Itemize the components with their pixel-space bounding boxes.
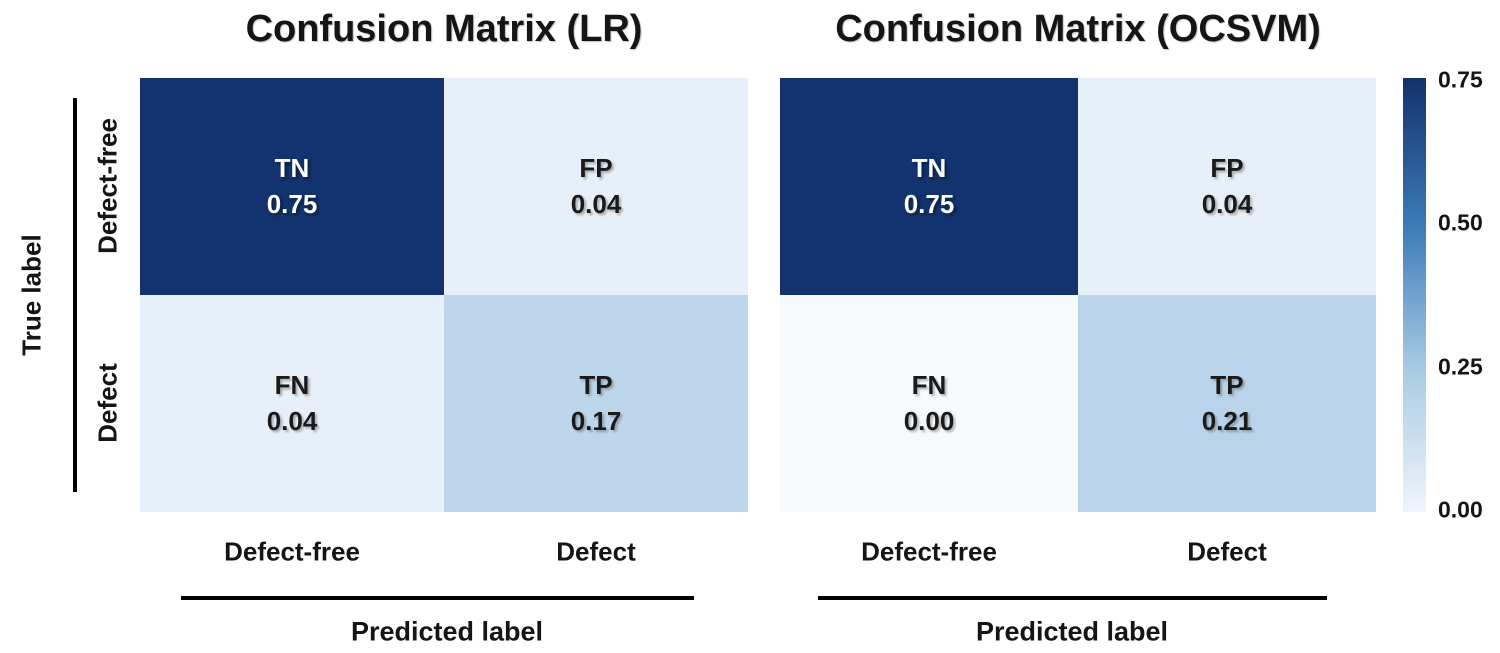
lr-cell-tn-label: TN [274,152,310,183]
ocsvm-cell-fp-value: 0.04 [1201,188,1253,219]
ocsvm-cell-fn: FN 0.00 [780,295,1078,512]
lr-col-label-defect: Defect [556,536,636,567]
lr-cell-tp-label: TP [579,369,613,400]
ocsvm-cell-fp: FP 0.04 [1078,78,1376,295]
ocsvm-cell-tn-value: 0.75 [903,188,955,219]
lr-chart-title: Confusion Matrix (LR) [245,8,643,50]
lr-cell-tp-value: 0.17 [570,405,622,436]
lr-cell-fp: FP 0.04 [444,78,748,295]
ocsvm-cell-fn-label: FN [911,369,947,400]
lr-row-label-defect-free: Defect-free [92,118,123,254]
ocsvm-x-axis-line [818,596,1327,600]
lr-y-axis-label: True label [16,234,47,356]
ocsvm-col-label-defect: Defect [1187,536,1267,567]
colorbar-tick-025: 0.25 [1438,353,1483,380]
ocsvm-cell-tp-value: 0.21 [1201,405,1253,436]
lr-cell-tn-value: 0.75 [266,188,318,219]
ocsvm-cell-tp-label: TP [1210,369,1244,400]
lr-cell-tp: TP 0.17 [444,295,748,512]
ocsvm-heatmap: TN 0.75 FP 0.04 FN 0.00 TP 0.21 [780,78,1376,512]
lr-x-axis-line [181,596,694,600]
lr-y-axis-line [73,98,77,492]
lr-row-label-defect: Defect [92,363,123,443]
ocsvm-cell-tp: TP 0.21 [1078,295,1376,512]
colorbar-tick-050: 0.50 [1438,209,1483,236]
lr-cell-fp-label: FP [579,152,613,183]
ocsvm-cell-fp-label: FP [1210,152,1244,183]
lr-x-axis-label: Predicted label [350,616,544,647]
colorbar-tick-075: 0.75 [1438,66,1483,93]
lr-heatmap: TN 0.75 FP 0.04 FN 0.04 TP 0.17 [140,78,748,512]
lr-cell-fn: FN 0.04 [140,295,444,512]
lr-cell-fn-value: 0.04 [266,405,318,436]
lr-cell-fn-label: FN [274,369,310,400]
ocsvm-cell-tn: TN 0.75 [780,78,1078,295]
ocsvm-cell-fn-value: 0.00 [903,405,955,436]
lr-cell-tn: TN 0.75 [140,78,444,295]
ocsvm-x-axis-label: Predicted label [975,616,1169,647]
lr-col-label-defect-free: Defect-free [224,536,360,567]
colorbar-gradient [1403,78,1426,512]
colorbar-tick-000: 0.00 [1438,496,1483,523]
lr-cell-fp-value: 0.04 [570,188,622,219]
ocsvm-col-label-defect-free: Defect-free [861,536,997,567]
ocsvm-chart-title: Confusion Matrix (OCSVM) [835,8,1321,50]
ocsvm-cell-tn-label: TN [911,152,947,183]
